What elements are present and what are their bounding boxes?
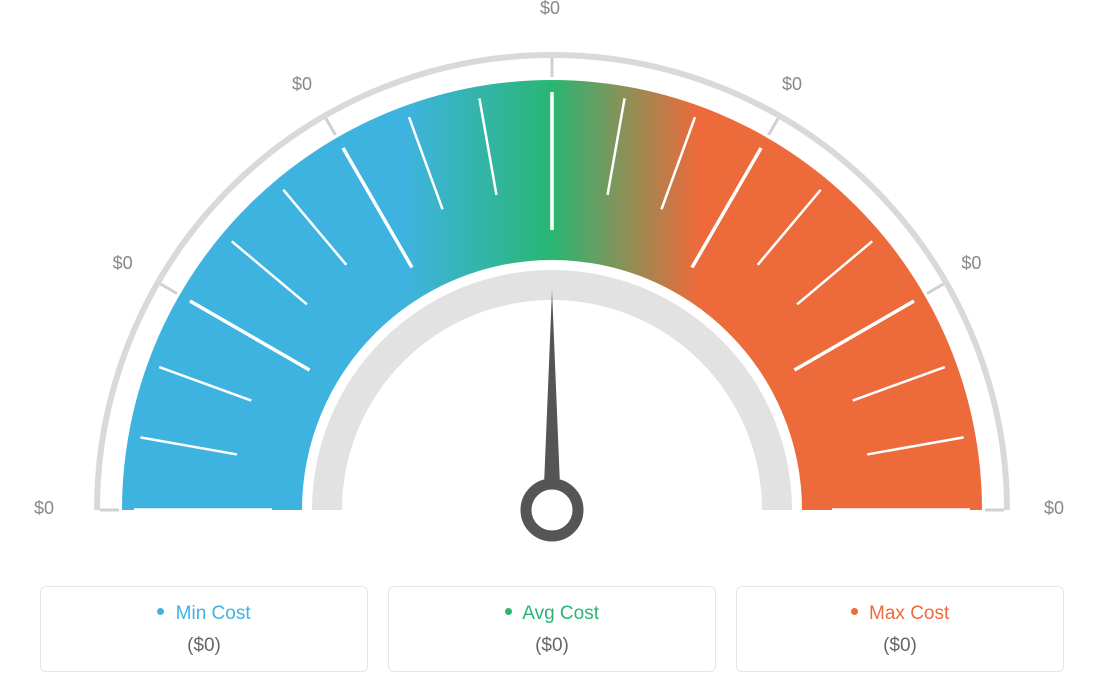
legend-card-min: Min Cost ($0) xyxy=(40,586,368,672)
legend-value-min: ($0) xyxy=(51,635,357,657)
gauge-group xyxy=(97,55,1007,536)
legend-value-avg: ($0) xyxy=(399,635,705,657)
legend-card-max: Max Cost ($0) xyxy=(736,586,1064,672)
legend-value-max: ($0) xyxy=(747,635,1053,657)
legend-dot-max xyxy=(851,608,858,615)
scale-label: $0 xyxy=(961,253,981,274)
chart-container: $0 $0 $0 $0 $0 $0 $0 Min Cost ($0) Avg Cost ($… xyxy=(0,0,1104,690)
legend-dot-avg xyxy=(505,608,512,615)
legend-row: Min Cost ($0) Avg Cost ($0) Max Cost ($0… xyxy=(40,586,1064,672)
scale-label: $0 xyxy=(113,253,133,274)
scale-label: $0 xyxy=(782,74,802,95)
legend-label-max: Max Cost xyxy=(869,603,949,624)
scale-label: $0 xyxy=(540,0,560,19)
legend-dot-min xyxy=(157,608,164,615)
scale-label: $0 xyxy=(292,74,312,95)
legend-label-min: Min Cost xyxy=(176,603,251,624)
legend-label-avg: Avg Cost xyxy=(522,603,599,624)
scale-label: $0 xyxy=(1044,498,1064,519)
gauge-area: $0 $0 $0 $0 $0 $0 $0 xyxy=(0,0,1104,560)
legend-card-avg: Avg Cost ($0) xyxy=(388,586,716,672)
gauge-svg xyxy=(52,10,1052,560)
legend-title-avg: Avg Cost xyxy=(399,603,705,625)
scale-label: $0 xyxy=(34,498,54,519)
legend-title-max: Max Cost xyxy=(747,603,1053,625)
legend-title-min: Min Cost xyxy=(51,603,357,625)
